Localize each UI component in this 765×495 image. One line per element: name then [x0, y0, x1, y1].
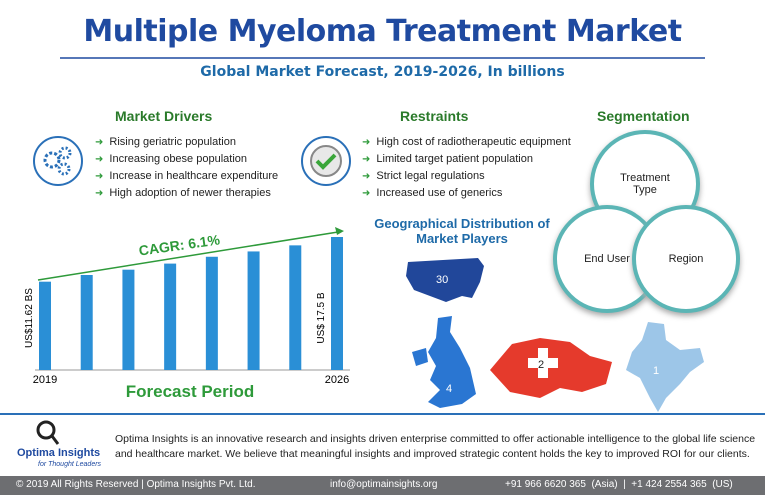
x-tick-label: 2026	[325, 374, 349, 386]
list-item: Strict legal regulations	[362, 168, 571, 185]
bar	[205, 256, 218, 370]
trend-arrow	[37, 231, 339, 281]
bar	[164, 263, 177, 370]
list-item: Limited target patient population	[362, 151, 571, 168]
arrow-head	[335, 227, 344, 235]
bar	[331, 237, 343, 370]
x-tick-label: 2019	[33, 374, 57, 386]
india-map: 1	[626, 322, 704, 412]
phone: +91 966 6620 365 (Asia) | +1 424 2554 36…	[505, 479, 733, 490]
bar	[122, 269, 135, 370]
geography-title: Geographical Distribution of Market Play…	[374, 216, 550, 246]
check-icon	[301, 136, 351, 186]
usa-map: 30	[406, 258, 484, 302]
bar	[80, 275, 93, 370]
description: Optima Insights is an innovative researc…	[115, 433, 756, 460]
drivers-title: Market Drivers	[115, 108, 213, 124]
uk-map: 4	[412, 316, 476, 408]
email: info@optimainsights.org	[330, 479, 438, 490]
logo-tagline: for Thought Leaders	[38, 461, 102, 468]
segment: Region	[632, 205, 740, 313]
drivers-list: Rising geriatric populationIncreasing ob…	[95, 134, 278, 202]
list-item: Increasing obese population	[95, 151, 278, 168]
value-label: US$11.62 BS	[24, 288, 35, 348]
list-item: High cost of radiotherapeutic equipment	[362, 134, 570, 151]
x-axis-title: Forecast Period	[126, 382, 255, 401]
copyright: © 2019 All Rights Reserved | Optima Insi…	[16, 479, 256, 490]
restraints-title: Restraints	[400, 108, 469, 124]
title: Multiple Myeloma Treatment Market	[83, 14, 682, 49]
map-count: 2	[538, 359, 544, 371]
logo-name: Optima Insights	[17, 447, 101, 459]
segmentation-title: Segmentation	[597, 108, 690, 124]
restraints-list: High cost of radiotherapeutic equipmentL…	[362, 134, 571, 202]
list-item: Increased use of generics	[362, 185, 571, 202]
bar	[289, 245, 302, 370]
logo-icon	[50, 435, 60, 445]
cagr: CAGR: 6.1%	[138, 231, 222, 258]
list-item: High adoption of newer therapies	[95, 185, 278, 202]
footer-bar	[0, 476, 765, 495]
list-item: Increase in healthcare expenditure	[95, 168, 278, 185]
map-count: 4	[446, 383, 452, 395]
bar	[39, 281, 51, 370]
subtitle: Global Market Forecast, 2019-2026, In bi…	[200, 64, 565, 80]
gear-icon	[33, 136, 83, 186]
swiss-map: 2	[490, 338, 612, 398]
list-item: Rising geriatric population	[95, 134, 278, 151]
logo-icon	[36, 420, 56, 440]
forecast-chart: CAGR: 6.1% Forecast Period 2019 US$11.62 …	[24, 227, 350, 401]
map-count: 1	[653, 365, 659, 377]
value-label: US$ 17.5 B	[316, 292, 327, 343]
map-count: 30	[436, 274, 448, 286]
bar	[247, 251, 260, 370]
